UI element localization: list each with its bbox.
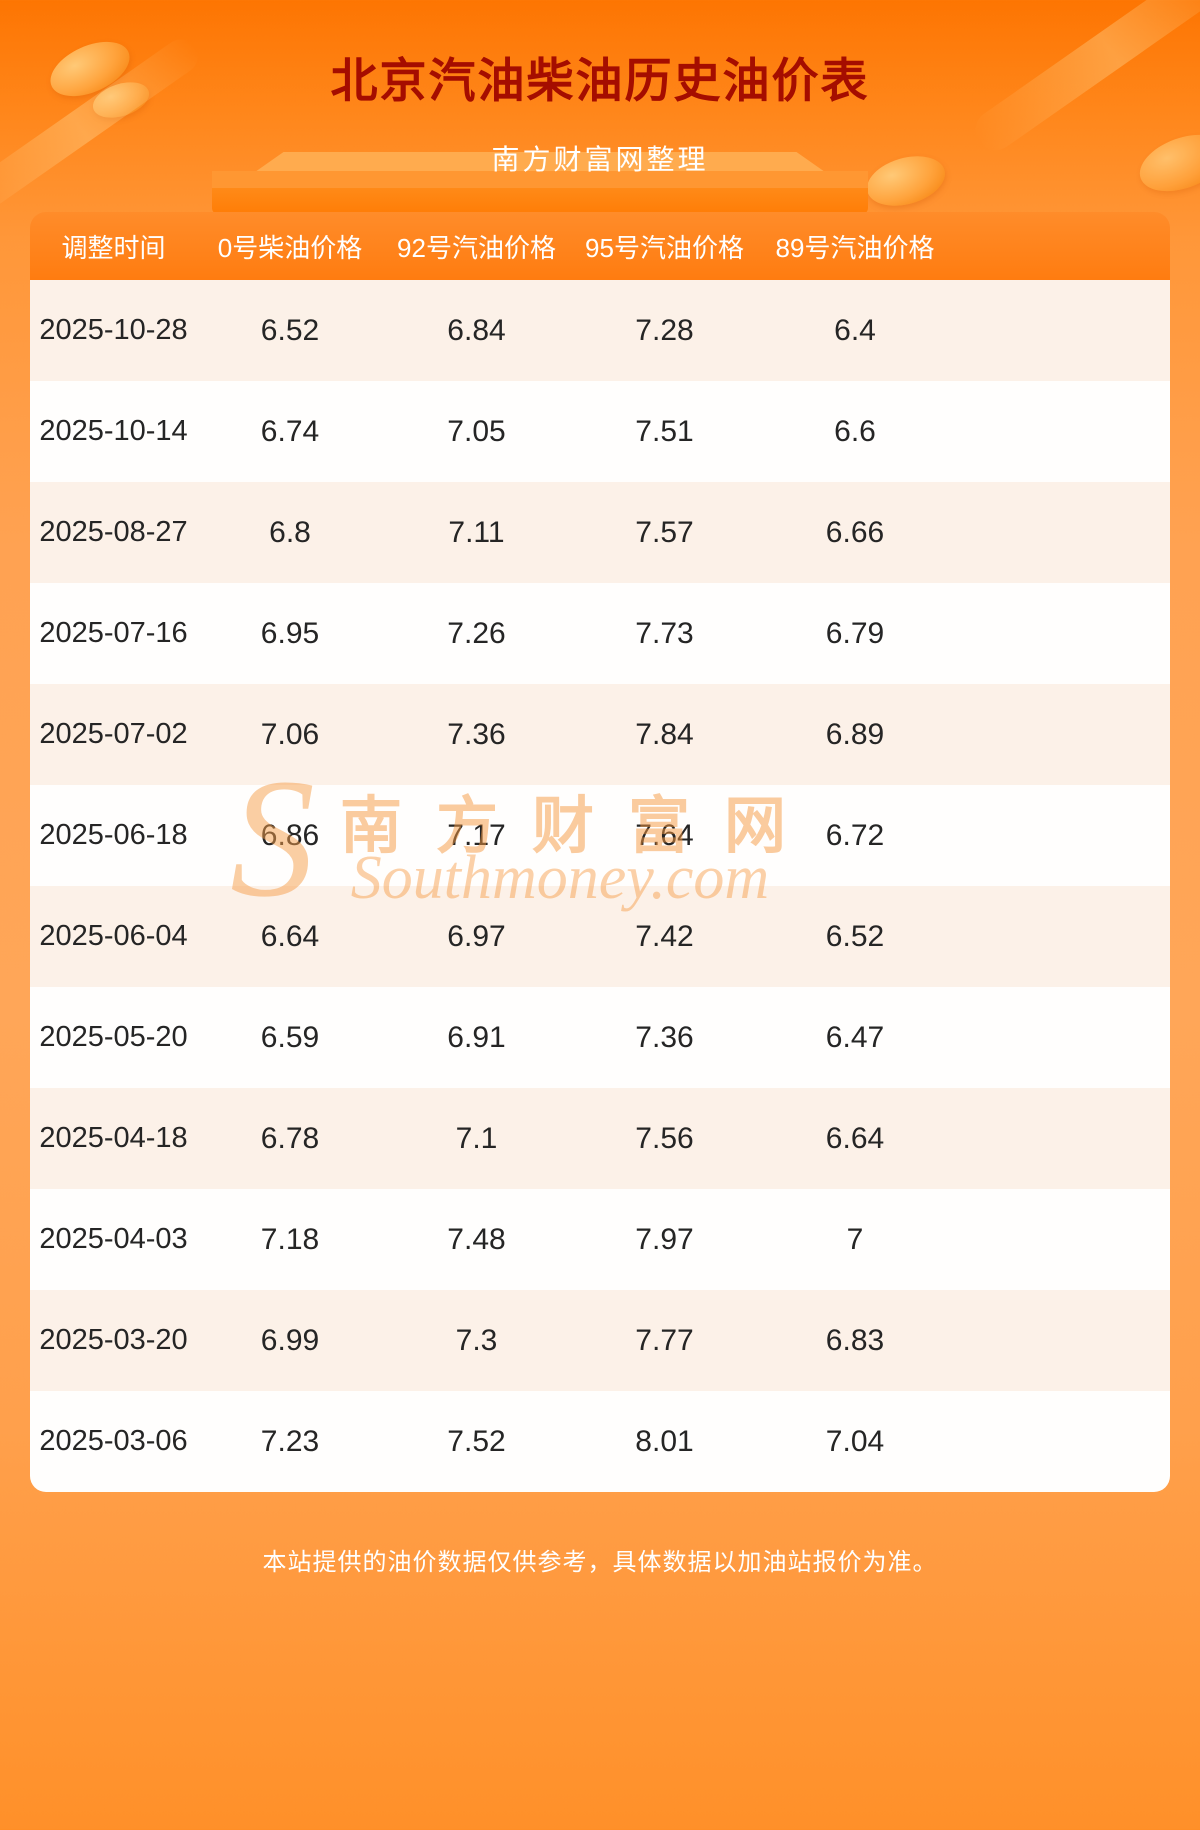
price-cell: 6.6	[834, 414, 876, 448]
price-cell: 7.23	[260, 1424, 320, 1458]
table-row: 2025-03-20 6.99 7.3 7.77 6.83	[30, 1290, 1170, 1391]
price-cell: 6.78	[260, 1121, 320, 1155]
price-cell: 7.17	[447, 818, 506, 852]
column-header: 调整时间	[61, 232, 166, 263]
price-cell: 7.06	[260, 717, 320, 751]
price-cell: 6.91	[447, 1020, 506, 1054]
adjust-date-cell: 2025-04-18	[39, 1122, 188, 1154]
price-cell: 7.57	[635, 515, 694, 549]
price-cell: 6.66	[825, 515, 885, 549]
price-cell: 7.36	[635, 1020, 694, 1054]
table-row: 2025-07-02 7.06 7.36 7.84 6.89	[30, 684, 1170, 785]
price-cell: 6.4	[834, 313, 876, 347]
page-title: 北京汽油柴油历史油价表	[330, 54, 870, 107]
price-table-card: 调整时间 0号柴油价格 92号汽油价格 95号汽油价格 89号汽油价格 2025-10-…	[30, 212, 1170, 1492]
table-row: 2025-08-27 6.8 7.11 7.57 6.66	[30, 482, 1170, 583]
price-cell: 6.52	[260, 313, 320, 347]
adjust-date-cell: 2025-05-20	[39, 1021, 188, 1053]
podium-mid-decoration	[212, 171, 868, 189]
price-cell: 7.84	[635, 717, 694, 751]
podium-top-decoration	[255, 152, 825, 172]
price-cell: 7.56	[635, 1121, 694, 1155]
price-cell: 7.26	[447, 616, 506, 650]
price-cell: 7	[846, 1222, 864, 1256]
adjust-date-cell: 2025-10-14	[39, 415, 188, 447]
price-cell: 7.11	[448, 515, 505, 549]
column-header: 0号柴油价格	[217, 232, 363, 263]
price-cell: 6.86	[260, 818, 320, 852]
podium-base-decoration	[212, 188, 868, 214]
adjust-date-cell: 2025-07-16	[39, 617, 188, 649]
price-cell: 7.1	[455, 1121, 498, 1155]
price-cell: 6.97	[447, 919, 506, 953]
price-cell: 7.48	[447, 1222, 506, 1256]
price-cell: 7.36	[447, 717, 506, 751]
price-cell: 6.83	[825, 1323, 885, 1357]
table-row: 2025-06-18 6.86 7.17 7.64 6.72	[30, 785, 1170, 886]
column-header: 95号汽油价格	[585, 232, 744, 263]
page-subtitle: 南方财富网整理	[491, 144, 709, 175]
price-cell: 6.59	[260, 1020, 320, 1054]
adjust-date-cell: 2025-07-02	[39, 718, 188, 750]
price-cell: 7.42	[635, 919, 694, 953]
price-cell: 6.64	[825, 1121, 885, 1155]
price-cell: 7.04	[825, 1424, 885, 1458]
table-row: 2025-10-14 6.74 7.05 7.51 6.6	[30, 381, 1170, 482]
table-row: 2025-03-06 7.23 7.52 8.01 7.04	[30, 1391, 1170, 1492]
price-cell: 6.8	[269, 515, 311, 549]
price-cell: 8.01	[635, 1424, 694, 1458]
price-cell: 6.64	[260, 919, 320, 953]
price-cell: 7.73	[635, 616, 694, 650]
price-cell: 6.95	[260, 616, 320, 650]
adjust-date-cell: 2025-03-20	[39, 1324, 188, 1356]
price-cell: 7.05	[447, 414, 506, 448]
table-header-row: 调整时间 0号柴油价格 92号汽油价格 95号汽油价格 89号汽油价格	[30, 212, 1170, 280]
price-cell: 7.51	[635, 414, 694, 448]
adjust-date-cell: 2025-10-28	[39, 314, 188, 346]
table-row: 2025-06-04 6.64 6.97 7.42 6.52	[30, 886, 1170, 987]
price-cell: 7.64	[635, 818, 694, 852]
price-cell: 7.52	[447, 1424, 506, 1458]
price-table-body: 2025-10-28 6.52 6.84 7.28 6.4 2025-10-14 6.74 7…	[30, 280, 1170, 1492]
table-row: 2025-07-16 6.95 7.26 7.73 6.79	[30, 583, 1170, 684]
price-cell: 6.79	[825, 616, 885, 650]
price-cell: 6.89	[825, 717, 885, 751]
column-header: 89号汽油价格	[775, 232, 935, 263]
adjust-date-cell: 2025-06-04	[39, 920, 188, 952]
price-cell: 7.97	[635, 1222, 694, 1256]
table-row: 2025-04-18 6.78 7.1 7.56 6.64	[30, 1088, 1170, 1189]
price-cell: 6.47	[825, 1020, 885, 1054]
table-row: 2025-05-20 6.59 6.91 7.36 6.47	[30, 987, 1170, 1088]
price-cell: 6.52	[825, 919, 885, 953]
price-cell: 7.3	[455, 1323, 498, 1357]
price-cell: 6.84	[447, 313, 506, 347]
adjust-date-cell: 2025-06-18	[39, 819, 188, 851]
price-cell: 6.72	[825, 818, 885, 852]
adjust-date-cell: 2025-08-27	[39, 516, 188, 548]
column-header: 92号汽油价格	[397, 232, 556, 263]
price-cell: 6.99	[260, 1323, 320, 1357]
price-cell: 7.28	[635, 313, 694, 347]
price-cell: 7.77	[635, 1323, 694, 1357]
price-cell: 7.18	[260, 1222, 320, 1256]
adjust-date-cell: 2025-04-03	[39, 1223, 188, 1255]
table-row: 2025-04-03 7.18 7.48 7.97 7	[30, 1189, 1170, 1290]
footer-disclaimer: 本站提供的油价数据仅供参考，具体数据以加油站报价为准。	[262, 1549, 938, 1576]
price-cell: 6.74	[260, 414, 320, 448]
table-row: 2025-10-28 6.52 6.84 7.28 6.4	[30, 280, 1170, 381]
adjust-date-cell: 2025-03-06	[39, 1425, 188, 1457]
